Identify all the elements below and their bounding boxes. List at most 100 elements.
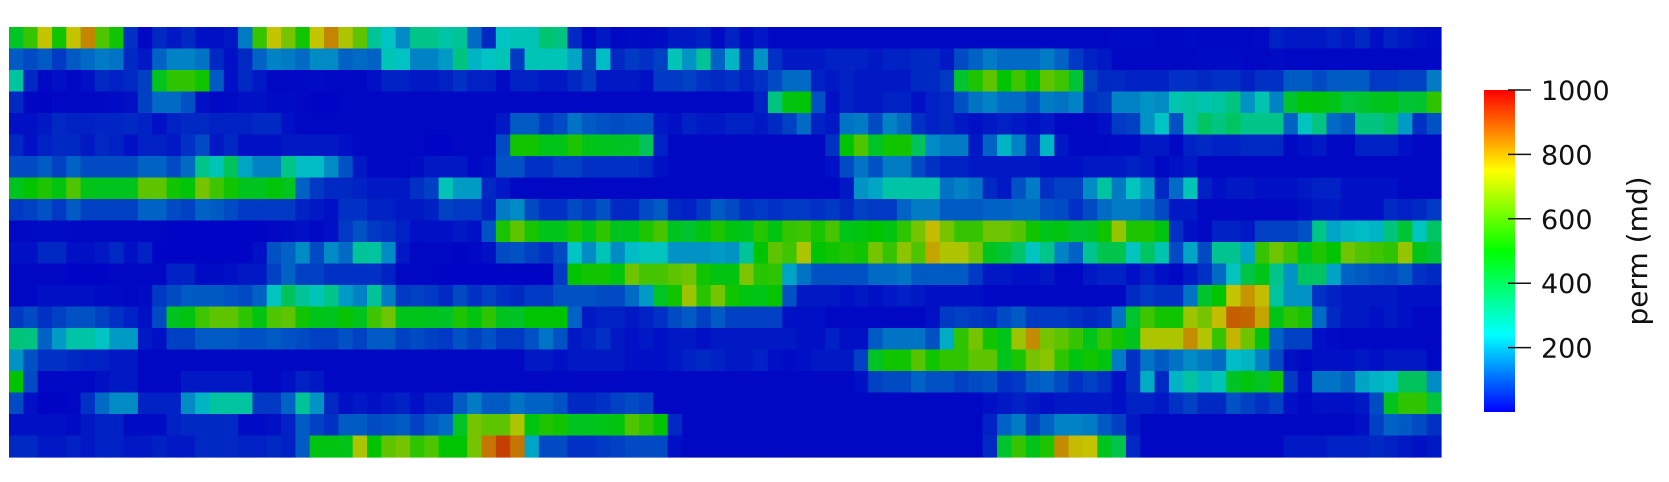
heatmap-cell — [252, 91, 268, 114]
heatmap-cell — [395, 306, 411, 329]
heatmap-cell — [367, 306, 382, 329]
heatmap-cell — [1125, 113, 1141, 136]
heatmap-cell — [1111, 156, 1127, 179]
heatmap-cell — [968, 91, 984, 114]
heatmap-cell — [481, 134, 497, 157]
heatmap-cell — [796, 156, 812, 179]
heatmap-cell — [1355, 48, 1370, 71]
heatmap-cell — [1040, 70, 1055, 93]
heatmap-cell — [739, 27, 755, 50]
heatmap-cell — [367, 371, 382, 394]
heatmap-cell — [109, 263, 125, 286]
heatmap-cell — [409, 349, 425, 372]
heatmap-cell — [610, 177, 626, 200]
heatmap-cell — [338, 91, 354, 114]
heatmap-cell — [1283, 48, 1299, 71]
heatmap-cell — [667, 435, 683, 458]
heatmap-cell — [1297, 328, 1313, 351]
heatmap-cell — [510, 220, 526, 243]
heatmap-cell — [324, 220, 339, 243]
heatmap-cell — [309, 242, 325, 265]
heatmap-cell — [1226, 392, 1242, 415]
heatmap-cell — [839, 392, 855, 415]
heatmap-cell — [238, 306, 254, 329]
heatmap-cell — [495, 27, 511, 50]
heatmap-cell — [438, 371, 454, 394]
heatmap-cell — [266, 220, 282, 243]
heatmap-cell — [696, 328, 712, 351]
heatmap-cell — [624, 285, 640, 308]
heatmap-cell — [538, 306, 554, 329]
heatmap-cell — [438, 435, 454, 458]
heatmap-cell — [581, 306, 597, 329]
heatmap-cell — [338, 220, 354, 243]
heatmap-cell — [324, 242, 339, 265]
heatmap-cell — [968, 349, 984, 372]
heatmap-cell — [1154, 177, 1170, 200]
heatmap-cell — [51, 435, 67, 458]
heatmap-cell — [381, 156, 397, 179]
heatmap-cell — [1398, 113, 1413, 136]
heatmap-cell — [266, 48, 282, 71]
heatmap-cell — [438, 70, 454, 93]
heatmap-cell — [281, 371, 296, 394]
heatmap-cell — [1140, 156, 1156, 179]
heatmap-cell — [1326, 392, 1342, 415]
heatmap-cell — [1369, 371, 1385, 394]
heatmap-cell — [309, 27, 325, 50]
heatmap-cell — [1097, 349, 1113, 372]
heatmap-cell — [123, 27, 139, 50]
heatmap-cell — [481, 414, 497, 437]
heatmap-cell — [624, 91, 640, 114]
heatmap-cell — [725, 177, 740, 200]
heatmap-cell — [553, 328, 569, 351]
heatmap-cell — [825, 392, 841, 415]
heatmap-cell — [1168, 48, 1184, 71]
heatmap-cell — [1168, 349, 1184, 372]
heatmap-cell — [1011, 414, 1027, 437]
heatmap-cell — [624, 306, 640, 329]
heatmap-cell — [1197, 27, 1213, 50]
heatmap-cell — [667, 27, 683, 50]
heatmap-cell — [452, 156, 468, 179]
heatmap-cell — [997, 414, 1012, 437]
heatmap-cell — [639, 70, 654, 93]
heatmap-cell — [1383, 435, 1399, 458]
heatmap-cell — [1183, 242, 1199, 265]
heatmap-cell — [739, 435, 755, 458]
heatmap-cell — [481, 306, 497, 329]
heatmap-cell — [1097, 199, 1113, 222]
heatmap-cell — [467, 349, 483, 372]
heatmap-cell — [23, 371, 39, 394]
heatmap-cell — [1226, 177, 1242, 200]
heatmap-cell — [338, 285, 354, 308]
heatmap-cell — [896, 392, 912, 415]
heatmap-cell — [853, 306, 869, 329]
heatmap-cell — [109, 371, 125, 394]
heatmap-cell — [409, 220, 425, 243]
heatmap-cell — [753, 435, 769, 458]
heatmap-cell — [954, 199, 970, 222]
heatmap-cell — [1398, 349, 1413, 372]
heatmap-cell — [1097, 113, 1113, 136]
heatmap-cell — [1197, 285, 1213, 308]
heatmap-cell — [739, 134, 755, 157]
heatmap-cell — [1168, 113, 1184, 136]
heatmap-cell — [409, 113, 425, 136]
heatmap-cell — [510, 113, 526, 136]
heatmap-cell — [195, 371, 211, 394]
heatmap-cell — [1355, 113, 1370, 136]
heatmap-cell — [810, 70, 826, 93]
heatmap-cell — [123, 328, 139, 351]
heatmap-cell — [911, 48, 927, 71]
heatmap-cell — [395, 134, 411, 157]
heatmap-cell — [1125, 242, 1141, 265]
heatmap-cell — [782, 177, 798, 200]
heatmap-cell — [1240, 349, 1256, 372]
heatmap-cell — [639, 242, 654, 265]
heatmap-cell — [639, 134, 654, 157]
heatmap-cell — [266, 156, 282, 179]
heatmap-cell — [1240, 48, 1256, 71]
heatmap-cell — [23, 328, 39, 351]
heatmap-cell — [238, 199, 254, 222]
